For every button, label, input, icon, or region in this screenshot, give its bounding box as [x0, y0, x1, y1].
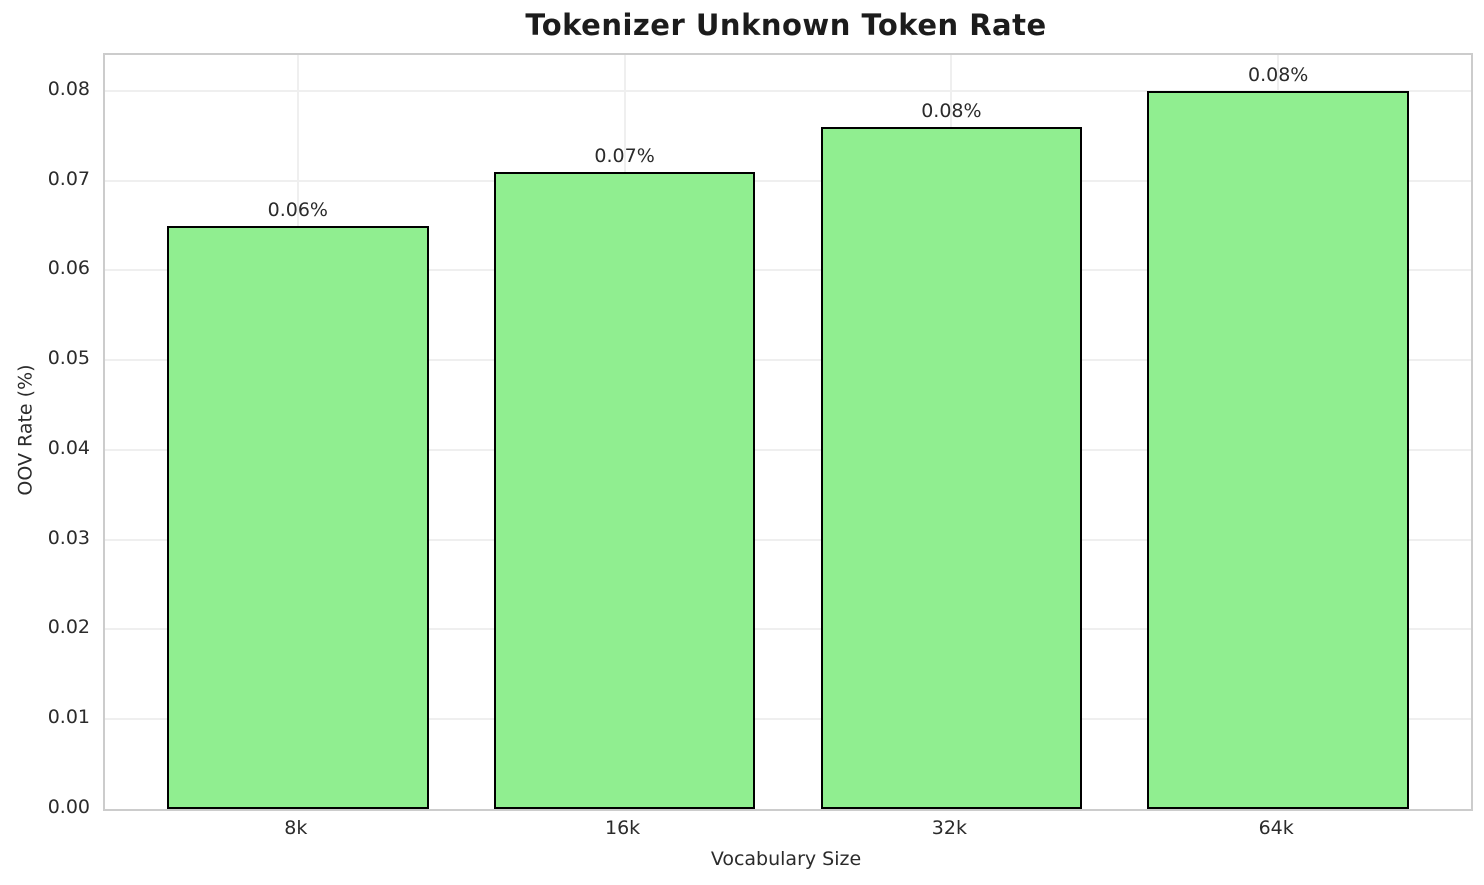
horizontal-gridline — [105, 718, 1471, 721]
horizontal-gridline — [105, 89, 1471, 92]
bar-32k — [820, 126, 1083, 809]
y-axis-label: OOV Rate (%) — [14, 364, 37, 496]
x-tick-label: 32k — [931, 817, 967, 839]
x-tick-label: 64k — [1258, 817, 1294, 839]
horizontal-gridline — [105, 448, 1471, 451]
x-tick-label: 16k — [605, 817, 641, 839]
plot-area: 0.06% 0.07% 0.08% 0.08% — [103, 53, 1473, 811]
y-tick-label: 0.03 — [47, 526, 90, 549]
y-tick-label: 0.08 — [47, 77, 90, 100]
y-tick-label: 0.04 — [47, 436, 90, 459]
bar-value-label: 0.08% — [921, 99, 982, 122]
bar-16k — [493, 171, 756, 809]
horizontal-gridline — [105, 179, 1471, 182]
bar-value-label: 0.07% — [594, 144, 655, 167]
y-tick-label: 0.07 — [47, 167, 90, 190]
y-tick-label: 0.00 — [47, 796, 90, 818]
y-tick-label: 0.02 — [47, 616, 90, 639]
horizontal-gridline — [105, 359, 1471, 362]
y-tick-label: 0.05 — [47, 347, 90, 370]
x-axis-label: Vocabulary Size — [710, 848, 862, 870]
bar-value-label: 0.08% — [1248, 63, 1309, 86]
bar-64k — [1147, 90, 1409, 809]
horizontal-gridline — [105, 628, 1471, 631]
x-tick-label: 8k — [284, 817, 308, 839]
y-tick-label: 0.01 — [47, 706, 90, 729]
chart-title: Tokenizer Unknown Token Rate — [525, 8, 1047, 42]
horizontal-gridline — [105, 538, 1471, 541]
horizontal-gridline — [105, 269, 1471, 272]
y-tick-label: 0.06 — [47, 257, 90, 280]
bar-8k — [167, 225, 429, 809]
bar-value-label: 0.06% — [267, 198, 328, 221]
